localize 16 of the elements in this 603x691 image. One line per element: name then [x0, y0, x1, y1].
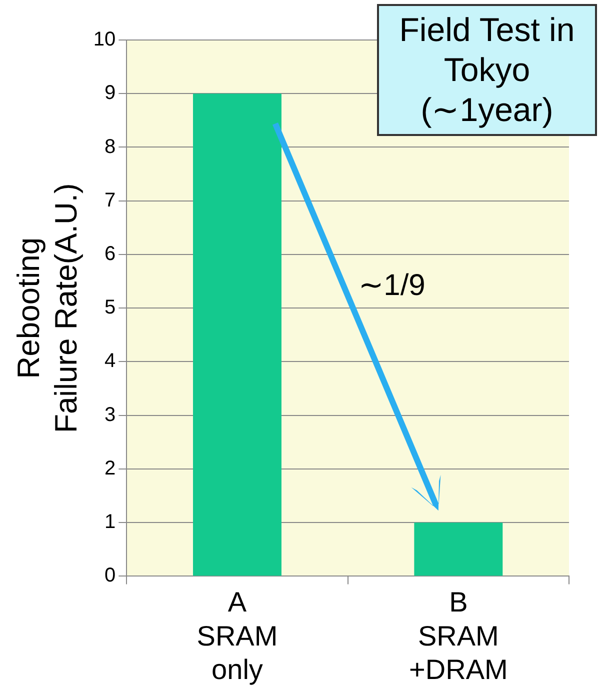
annotation: ∼1/9	[358, 268, 426, 304]
y-tick-label: 3	[104, 404, 116, 426]
y-tick-label: 7	[104, 189, 116, 212]
y-tick-label: 4	[104, 350, 116, 372]
annotation: Field Test in Tokyo (∼1year)	[377, 4, 597, 136]
x-tick-label: B SRAM +DRAM	[409, 586, 508, 685]
y-tick-label: 5	[104, 296, 116, 319]
y-tick-label: 2	[104, 457, 116, 480]
y-tick-label: 6	[104, 242, 116, 265]
y-tick-label: 1	[104, 511, 116, 534]
y-tick-label: 8	[104, 136, 116, 158]
y-axis-title: Rebooting Failure Rate(A.U.)	[11, 183, 84, 433]
y-tick-label: 10	[93, 28, 116, 51]
y-tick-label: 0	[104, 564, 116, 587]
y-tick-label: 9	[104, 82, 116, 104]
x-tick-label: A SRAM only	[196, 586, 278, 685]
